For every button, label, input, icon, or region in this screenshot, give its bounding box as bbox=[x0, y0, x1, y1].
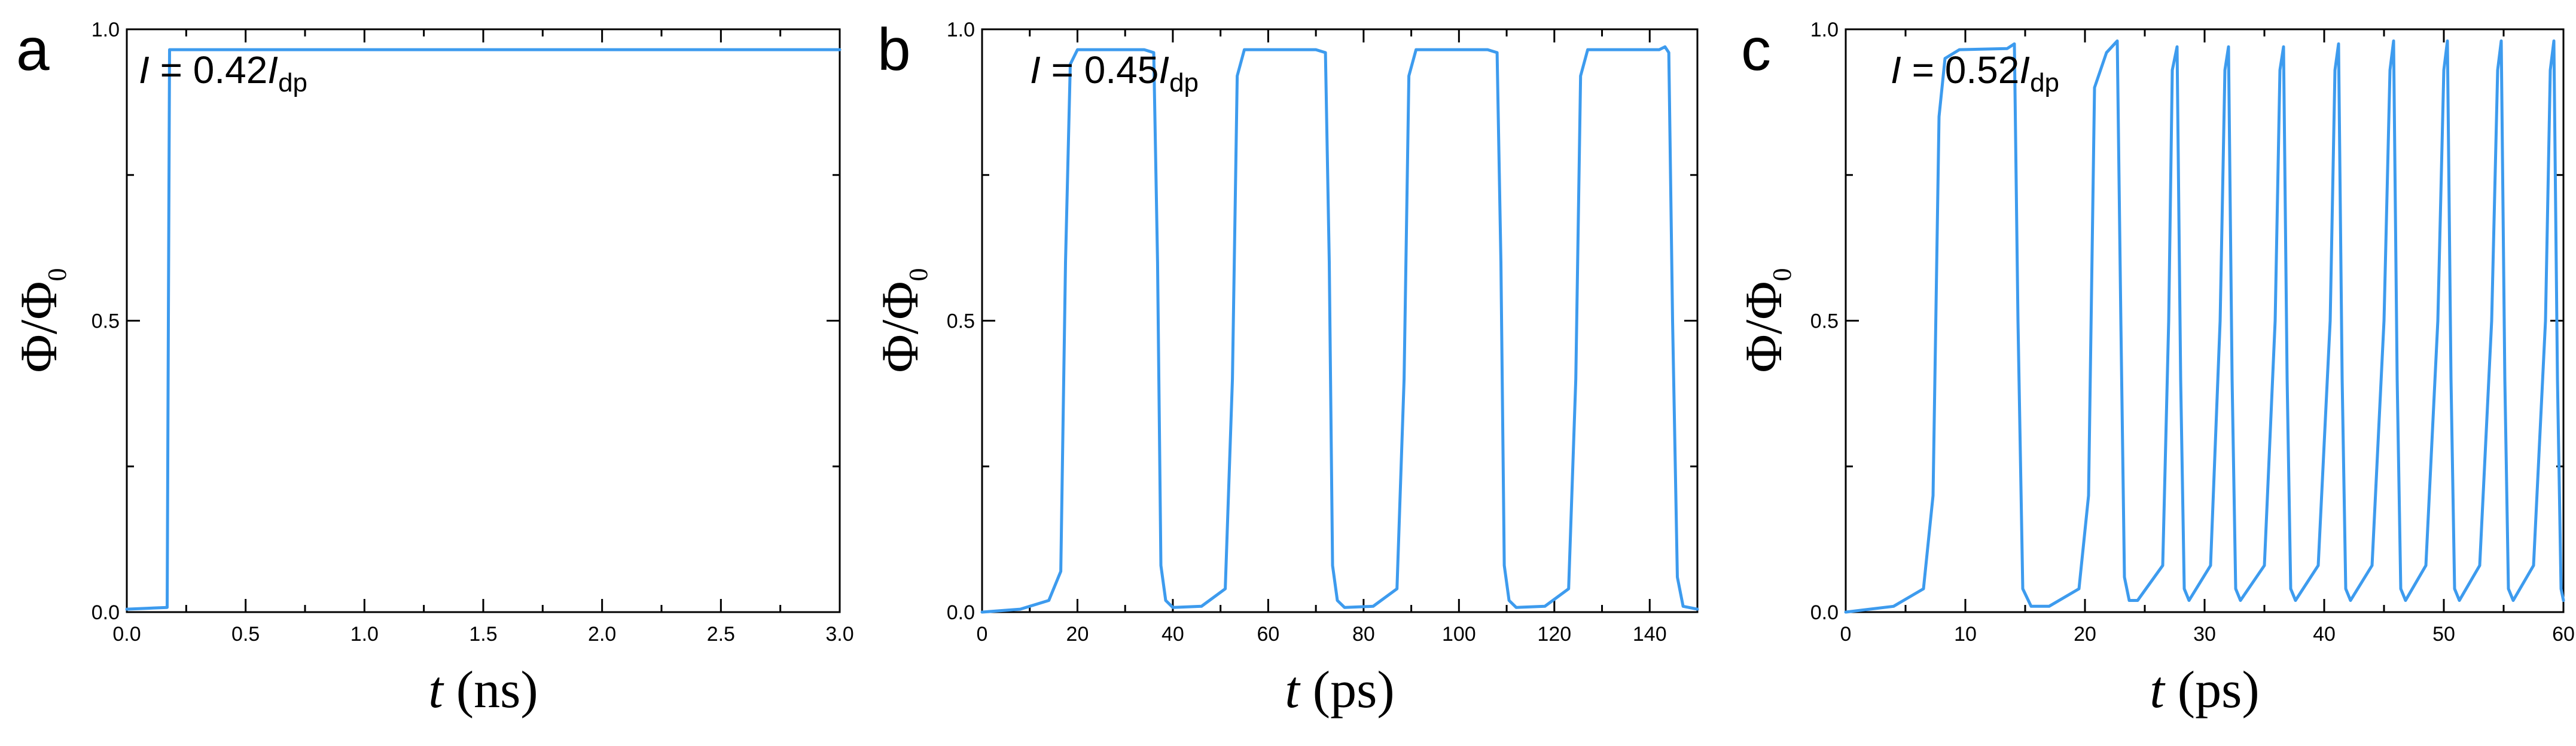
annotation-i-symbol: I bbox=[1030, 48, 1041, 91]
y-axis-title-a: Φ/Φ0 bbox=[10, 268, 72, 372]
y-tick-labels-c: 0.0 0.5 1.0 bbox=[1810, 19, 1839, 624]
current-annotation-a: I = 0.42Idp bbox=[139, 48, 307, 97]
x-tick-labels-b: 0 20 40 60 80 100 120 140 bbox=[977, 623, 1667, 646]
x-tick-label: 40 bbox=[1162, 623, 1184, 646]
x-tick-label: 0.0 bbox=[112, 623, 141, 646]
y-tick-labels-b: 0.0 0.5 1.0 bbox=[947, 19, 975, 624]
x-tick-label: 1.5 bbox=[469, 623, 497, 646]
annotation-idp-symbol: I bbox=[2019, 48, 2030, 91]
y-axis-subscript: 0 bbox=[1767, 268, 1797, 281]
plot-frame-a bbox=[126, 28, 841, 613]
panel-c: c 0 10 20 30 40 50 60 0.0 0.5 1.0 I = 0.52Idp t … bbox=[1735, 16, 2575, 719]
annotation-i-symbol: I bbox=[1891, 48, 1901, 91]
x-tick-label: 2.0 bbox=[588, 623, 616, 646]
series-line-c bbox=[1844, 39, 2565, 614]
tick-group-b bbox=[981, 28, 1699, 613]
x-axis-variable: t bbox=[1285, 661, 1301, 719]
y-tick-label: 0.0 bbox=[947, 601, 975, 624]
y-tick-label: 1.0 bbox=[1810, 19, 1839, 41]
annotation-idp-subscript: dp bbox=[1169, 68, 1199, 97]
x-tick-label: 100 bbox=[1442, 623, 1476, 646]
x-tick-label: 0 bbox=[977, 623, 988, 646]
y-tick-label: 0.5 bbox=[947, 310, 975, 333]
y-axis-main: Φ/Φ bbox=[871, 281, 929, 372]
annotation-value: = 0.45 bbox=[1041, 48, 1159, 91]
x-tick-label: 3.0 bbox=[825, 623, 853, 646]
y-tick-label: 0.5 bbox=[1810, 310, 1839, 333]
tick-group-c bbox=[1845, 28, 2565, 613]
annotation-value: = 0.42 bbox=[150, 48, 268, 91]
y-tick-label: 1.0 bbox=[92, 19, 120, 41]
current-annotation-c: I = 0.52Idp bbox=[1891, 48, 2059, 97]
annotation-idp-symbol: I bbox=[267, 48, 278, 91]
panel-letter-c: c bbox=[1741, 16, 1771, 83]
x-tick-label: 2.5 bbox=[707, 623, 735, 646]
x-tick-label: 40 bbox=[2313, 623, 2336, 646]
panel-letter-b: b bbox=[877, 16, 911, 83]
x-tick-label: 1.0 bbox=[350, 623, 379, 646]
x-tick-label: 0.5 bbox=[231, 623, 260, 646]
series-line-a bbox=[125, 48, 842, 611]
x-tick-label: 60 bbox=[1257, 623, 1279, 646]
annotation-i-symbol: I bbox=[139, 48, 150, 91]
x-tick-label: 0 bbox=[1840, 623, 1852, 646]
plot-frame-c bbox=[1845, 28, 2565, 613]
panel-letter-a: a bbox=[16, 16, 50, 83]
series-line-b bbox=[980, 45, 1699, 614]
current-annotation-b: I = 0.45Idp bbox=[1030, 48, 1199, 97]
y-tick-label: 0.0 bbox=[92, 601, 120, 624]
y-axis-main: Φ/Φ bbox=[10, 281, 68, 372]
x-axis-variable: t bbox=[2150, 661, 2166, 719]
x-axis-title-a: t (ns) bbox=[428, 661, 538, 719]
y-axis-subscript: 0 bbox=[904, 268, 933, 281]
x-axis-title-b: t (ps) bbox=[1285, 661, 1394, 719]
x-tick-label: 20 bbox=[1066, 623, 1089, 646]
x-tick-label: 10 bbox=[1954, 623, 1977, 646]
y-tick-label: 0.0 bbox=[1810, 601, 1839, 624]
x-axis-unit: (ps) bbox=[1300, 661, 1395, 719]
plot-frame-b bbox=[981, 28, 1699, 613]
y-tick-label: 1.0 bbox=[947, 19, 975, 41]
x-tick-label: 50 bbox=[2432, 623, 2455, 646]
y-tick-labels-a: 0.0 0.5 1.0 bbox=[92, 19, 120, 624]
x-axis-unit: (ps) bbox=[2165, 661, 2260, 719]
x-axis-title-c: t (ps) bbox=[2150, 661, 2259, 719]
y-tick-label: 0.5 bbox=[92, 310, 120, 333]
x-tick-label: 120 bbox=[1537, 623, 1571, 646]
y-axis-title-c: Φ/Φ0 bbox=[1735, 268, 1797, 372]
x-axis-variable: t bbox=[428, 661, 444, 719]
x-tick-labels-c: 0 10 20 30 40 50 60 bbox=[1840, 623, 2575, 646]
tick-group-a bbox=[126, 28, 841, 613]
x-tick-label: 30 bbox=[2193, 623, 2216, 646]
annotation-idp-subscript: dp bbox=[2030, 68, 2059, 97]
panel-b: b 0 20 40 60 80 100 120 140 0.0 0.5 1.0 I = 0.45I… bbox=[871, 16, 1699, 719]
y-axis-title-b: Φ/Φ0 bbox=[871, 268, 933, 372]
annotation-idp-symbol: I bbox=[1159, 48, 1169, 91]
annotation-idp-subscript: dp bbox=[278, 68, 307, 97]
y-axis-subscript: 0 bbox=[42, 268, 72, 281]
x-tick-label: 140 bbox=[1633, 623, 1667, 646]
x-tick-label: 20 bbox=[2074, 623, 2096, 646]
y-axis-main: Φ/Φ bbox=[1735, 281, 1793, 372]
x-tick-labels-a: 0.0 0.5 1.0 1.5 2.0 2.5 3.0 bbox=[112, 623, 853, 646]
panel-a: a 0.0 0.5 1.0 1.5 2.0 2.5 3.0 0.0 0.5 1.0 I = 0.… bbox=[10, 16, 854, 719]
x-tick-label: 80 bbox=[1352, 623, 1375, 646]
annotation-value: = 0.52 bbox=[1901, 48, 2020, 91]
x-tick-label: 60 bbox=[2552, 623, 2575, 646]
x-axis-unit: (ns) bbox=[443, 661, 538, 719]
